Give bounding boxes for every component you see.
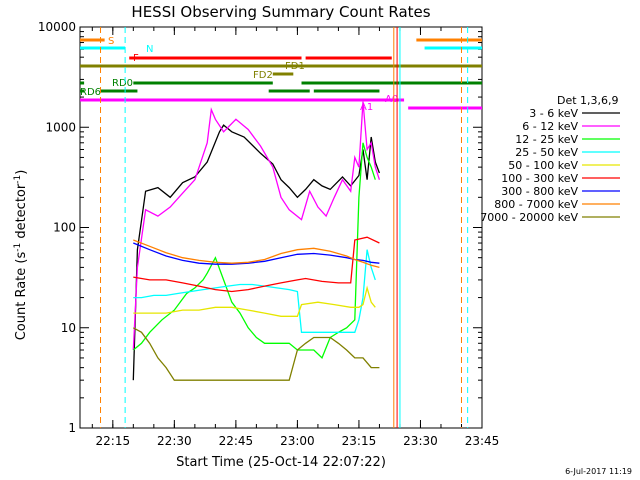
y-tick-label: 10000	[38, 20, 76, 34]
flag-label: A0	[385, 94, 398, 105]
series-line	[132, 124, 381, 381]
x-tick-label: 23:30	[403, 434, 438, 448]
x-axis-label: Start Time (25-Oct-14 22:07:22)	[176, 455, 386, 470]
legend-label: 7000 - 20000 keV	[480, 211, 578, 224]
flag-bars-layer: S NF FD1 FD2 RD0 RD6 A1 A0	[80, 36, 482, 113]
vertical-markers-layer	[100, 27, 469, 428]
axes-layer: 1 10 100 1000 10000 22:15 22:30 22:45 23:00 23:15…	[38, 20, 499, 448]
flag-label: RD6	[80, 87, 101, 98]
y-label-part: )	[14, 170, 29, 175]
x-tick-label: 22:15	[96, 434, 131, 448]
legend-label: 50 - 100 keV	[508, 159, 578, 172]
flag-label: RD0	[112, 78, 133, 89]
y-label-sup: -1	[13, 175, 23, 184]
y-tick-label: 100	[53, 221, 76, 235]
series-line	[133, 285, 376, 317]
legend-title: Det 1,3,6,9	[557, 94, 619, 107]
y-tick-label: 1000	[45, 120, 76, 134]
x-tick-label: 23:00	[280, 434, 315, 448]
legend-label: 3 - 6 keV	[529, 107, 578, 120]
flag-label: S	[108, 36, 114, 47]
legend-label: 25 - 50 keV	[515, 146, 578, 159]
legend-label: 100 - 300 keV	[501, 172, 578, 185]
flag-label: F	[133, 53, 139, 64]
flag-label: FD1	[285, 61, 305, 72]
series-line	[133, 239, 380, 269]
x-tick-label: 23:45	[465, 434, 500, 448]
series-line	[133, 249, 376, 333]
y-tick-label: 1	[68, 421, 76, 435]
y-tick-label: 10	[61, 321, 76, 335]
series-line	[132, 101, 381, 351]
y-label-sup: -1	[13, 243, 23, 252]
flag-label: FD2	[253, 70, 273, 81]
legend-label: 6 - 12 keV	[522, 120, 578, 133]
series-line	[132, 327, 380, 381]
x-tick-label: 22:45	[219, 434, 254, 448]
chart-title: HESSI Observing Summary Count Rates	[131, 3, 430, 21]
x-tick-label: 23:15	[342, 434, 377, 448]
series-layer	[132, 101, 381, 381]
series-line	[133, 236, 380, 293]
y-label-part: Count Rate (s	[14, 252, 29, 341]
footer-timestamp: 6-Jul-2017 11:19	[565, 467, 632, 476]
x-tick-label: 22:30	[157, 434, 192, 448]
legend-label: 12 - 25 keV	[515, 133, 578, 146]
flag-label: N	[146, 44, 153, 55]
y-axis-label: Count Rate (s-1 detector-1)	[13, 170, 29, 341]
y-label-part: detector	[14, 183, 29, 243]
flag-label: A1	[360, 102, 373, 113]
legend-label: 800 - 7000 keV	[494, 198, 578, 211]
series-line	[132, 142, 376, 360]
legend-label: 300 - 800 keV	[501, 185, 578, 198]
